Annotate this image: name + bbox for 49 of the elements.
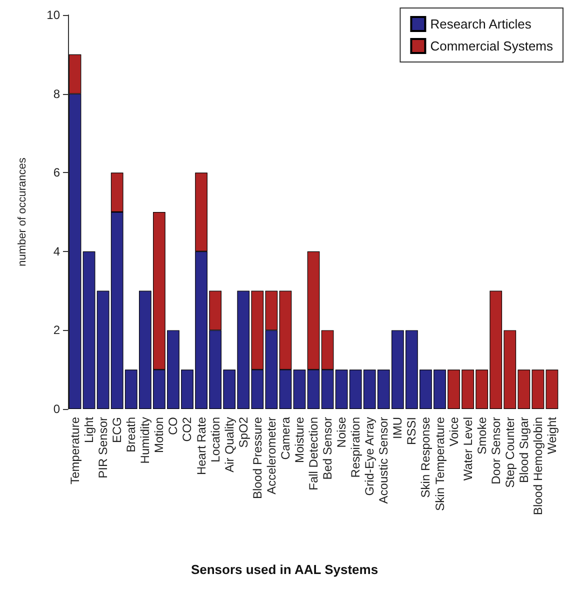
x-tick-label: Noise [334, 416, 349, 448]
x-tick-label: Respiration [348, 417, 363, 478]
x-tick-label: Smoke [474, 416, 489, 454]
x-tick-label: Water Level [460, 417, 475, 481]
x-tick-label: Grid-Eye Array [362, 417, 377, 496]
x-tick-label: Skin Response [418, 416, 433, 498]
y-tick-label: 2 [53, 323, 60, 338]
x-tick-label: PIR Sensor [96, 416, 110, 478]
x-tick-label: Motion [152, 417, 166, 454]
x-tick-label: Door Sensor [488, 417, 503, 484]
x-tick-label: Light [82, 416, 96, 444]
x-tick-label: Weight [544, 416, 559, 454]
x-tick-label: Voice [446, 416, 461, 446]
x-tick-label: Fall Detection [306, 417, 320, 490]
x-tick-label: Location [208, 417, 222, 462]
x-tick-label: Blood Pressure [250, 416, 264, 500]
x-tick-label: Breath [124, 417, 138, 452]
y-tick-label: 8 [53, 86, 60, 101]
x-tick-label: Camera [278, 416, 292, 460]
bar [293, 370, 306, 409]
x-tick-label: Acoustic Sensor [376, 417, 391, 504]
text: Sensors used in AAL Systems [190, 562, 378, 577]
y-tick-label: 0 [53, 402, 60, 416]
x-tick-label: Blood Sugar [516, 416, 531, 484]
x-tick-label: Heart Rate [194, 416, 208, 476]
bar [532, 370, 544, 409]
y-tick-label: 4 [53, 244, 60, 258]
x-tick-label: Accelerometer [264, 417, 278, 494]
x-tick-label: RSSI [404, 417, 419, 446]
x-tick-label: CO [166, 417, 180, 435]
legend-label: Commercial Systems [430, 38, 554, 54]
x-tick-label: Step Counter [502, 417, 517, 488]
x-tick-label: IMU [390, 417, 405, 439]
x-tick-label: Humidity [138, 417, 152, 464]
bar [82, 251, 96, 409]
x-tick-label: Skin Temperature [432, 416, 447, 511]
x-tick-label: Blood Hemoglobin [530, 417, 545, 516]
bar [546, 370, 558, 409]
x-tick-label: SpO2 [236, 416, 250, 448]
legend-label: Research Articles [430, 16, 532, 32]
x-tick-label: CO2 [180, 416, 194, 442]
x-tick-label: Air Quality [222, 417, 236, 472]
x-tick-label: Bed Sensor [320, 417, 335, 480]
x-tick-label: ECG [110, 417, 124, 444]
y-tick-label: 10 [46, 8, 60, 22]
x-tick-label: Temperature [68, 416, 82, 484]
y-tick-label: 6 [53, 166, 60, 180]
y-axis-title: number of occurances [16, 157, 28, 266]
x-tick-label: Moisture [292, 416, 306, 464]
